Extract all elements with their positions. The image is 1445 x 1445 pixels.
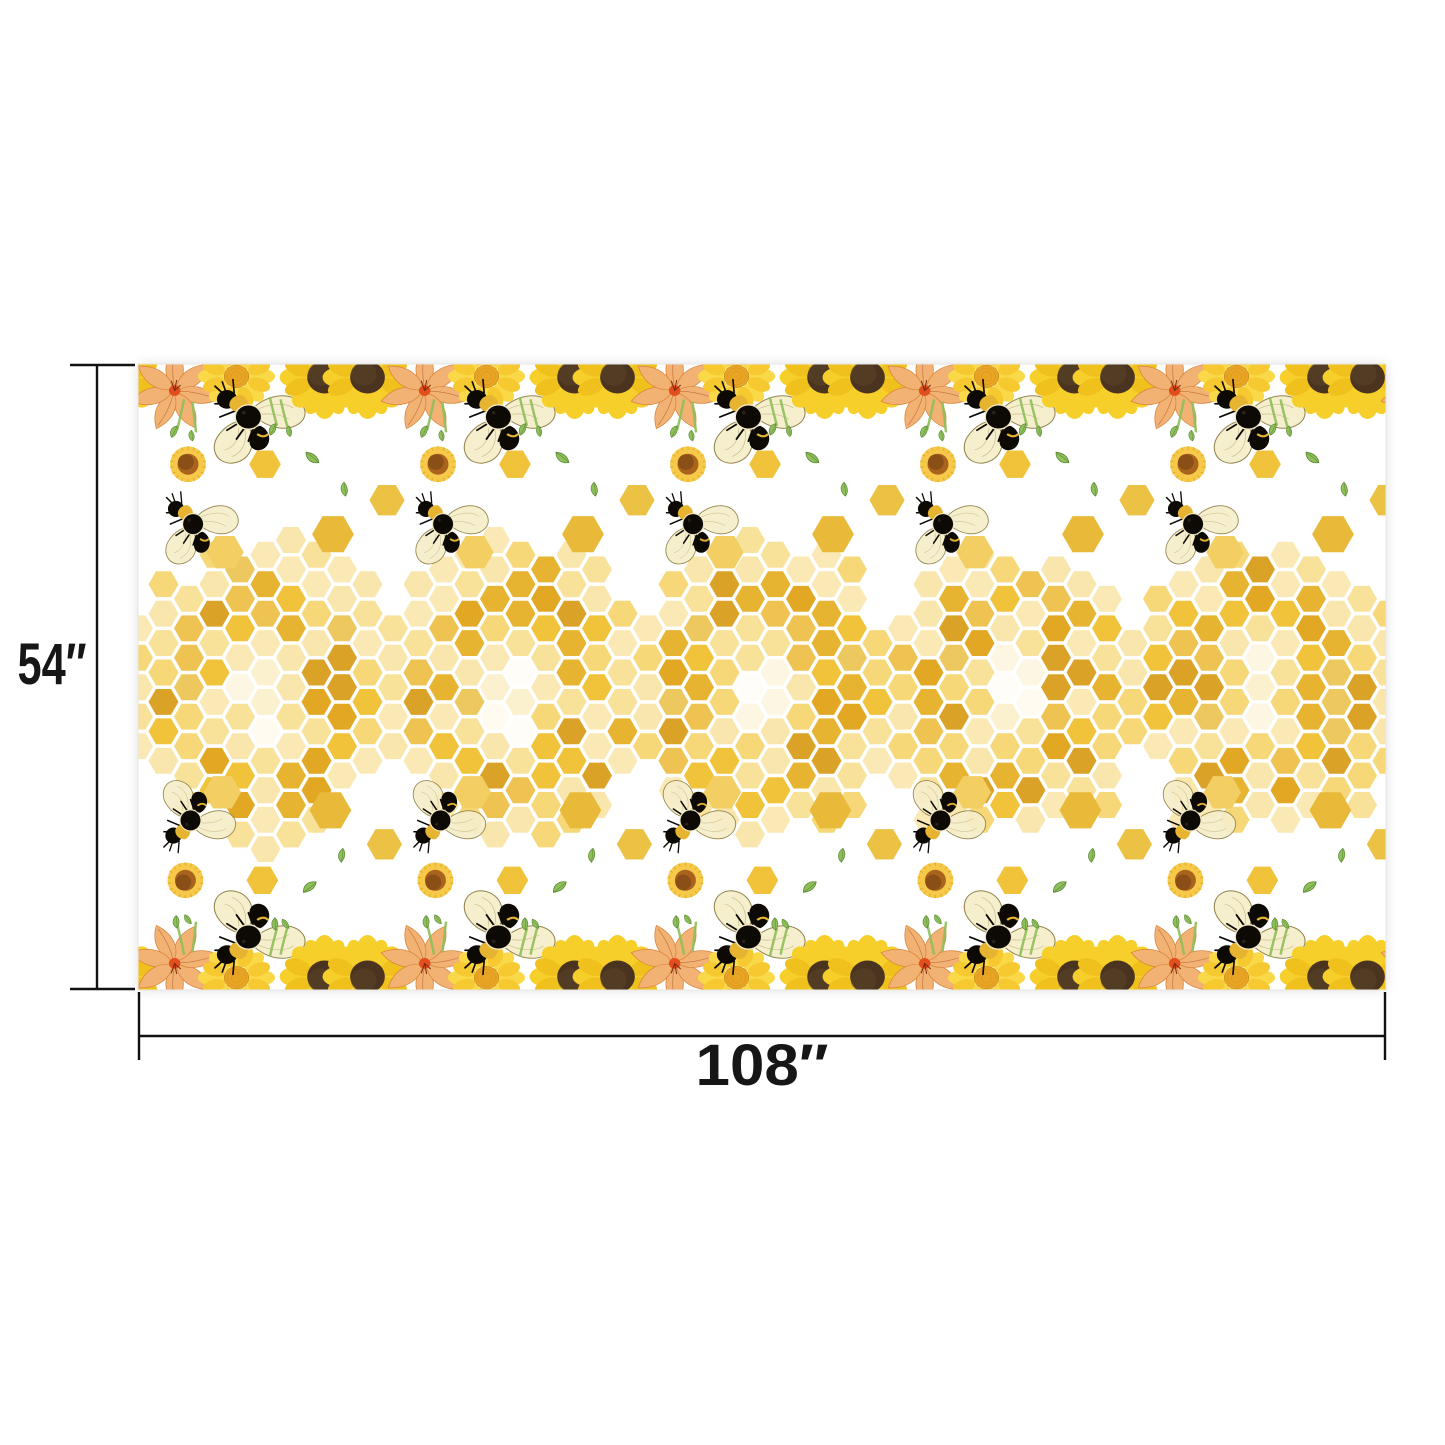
svg-text:108″: 108″ — [696, 1033, 829, 1098]
svg-text:54″: 54″ — [18, 632, 87, 697]
